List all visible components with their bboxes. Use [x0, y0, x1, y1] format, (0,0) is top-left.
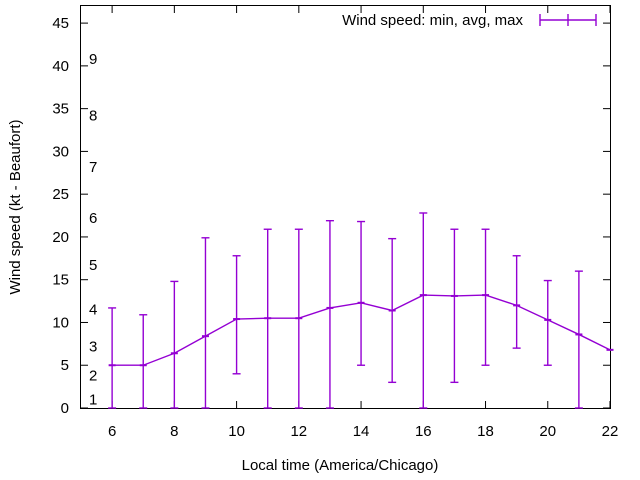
y-axis-ticks	[81, 22, 88, 409]
x-tick-label: 12	[290, 423, 307, 440]
y-tick-label: 40	[52, 58, 69, 75]
beaufort-label: 6	[89, 210, 97, 227]
beaufort-label: 4	[89, 302, 97, 319]
plot-frame	[80, 5, 611, 409]
beaufort-label: 8	[89, 107, 97, 124]
legend-entry-label: Wind speed: min, avg, max	[342, 12, 523, 29]
beaufort-label: 5	[89, 257, 97, 274]
y-tick-label: 45	[52, 15, 69, 32]
x-axis-title: Local time (America/Chicago)	[242, 457, 439, 474]
beaufort-label: 9	[89, 51, 97, 68]
beaufort-scale-labels: 1 2 3 4 5 6 7 8 9	[89, 51, 97, 408]
y-tick-label: 20	[52, 229, 69, 246]
beaufort-label: 7	[89, 159, 97, 176]
y-tick-label: 0	[61, 400, 69, 417]
y-tick-label: 25	[52, 186, 69, 203]
beaufort-label: 2	[89, 367, 97, 384]
y-tick-label: 10	[52, 314, 69, 331]
y-tick-label: 35	[52, 101, 69, 118]
beaufort-label: 3	[89, 338, 97, 355]
x-tick-label: 8	[170, 423, 178, 440]
x-tick-label: 18	[477, 423, 494, 440]
y-axis-title: Wind speed (kt - Beaufort)	[7, 119, 24, 294]
y-tick-label: 30	[52, 143, 69, 160]
x-tick-label: 10	[228, 423, 245, 440]
average-point-markers	[108, 294, 614, 367]
x-tick-label: 20	[539, 423, 556, 440]
x-tick-label: 6	[108, 423, 116, 440]
beaufort-label: 1	[89, 391, 97, 408]
y-tick-label: 15	[52, 272, 69, 289]
y-axis-ticks-right	[603, 22, 610, 409]
x-tick-label: 16	[415, 423, 432, 440]
y-axis-tick-labels: 0 5 10 15 20 25 30 35 40 45	[52, 15, 69, 417]
x-tick-label: 14	[353, 423, 370, 440]
x-tick-label: 22	[602, 423, 619, 440]
x-axis-tick-labels: 6 8 10 12 14 16 18 20 22	[108, 423, 618, 440]
legend: Wind speed: min, avg, max	[342, 12, 597, 29]
error-bars	[108, 212, 583, 409]
y-tick-label: 5	[61, 357, 69, 374]
x-axis-ticks-top	[111, 6, 611, 13]
x-axis-ticks	[111, 401, 611, 408]
